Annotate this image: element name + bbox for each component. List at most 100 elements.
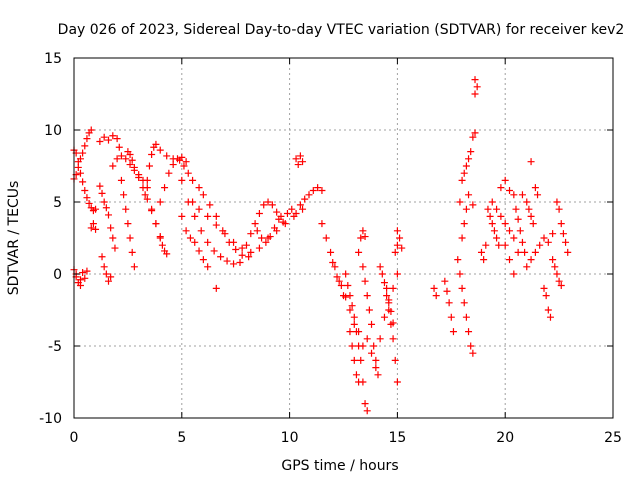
data-point [102,270,110,278]
data-point [462,205,470,213]
data-point [460,299,468,307]
data-point [531,248,539,256]
data-point [96,182,104,190]
data-point [81,142,89,150]
data-point [255,210,263,218]
data-point [458,176,466,184]
data-point [145,162,153,170]
x-tick-label: 25 [604,430,622,446]
data-point [488,220,496,228]
data-point [126,234,134,242]
data-point [493,205,501,213]
data-point [525,205,533,213]
data-point [195,205,203,213]
data-point [74,163,82,171]
data-point [469,349,477,357]
data-point [124,220,132,228]
data-point [383,284,391,292]
data-point [372,364,380,372]
data-point [527,212,535,220]
x-axis-label: GPS time / hours [281,458,398,474]
data-point [445,299,453,307]
data-point [126,161,134,169]
data-point [309,186,317,194]
data-point [380,313,388,321]
data-point [480,256,488,264]
data-point [230,238,238,246]
data-point [363,292,371,300]
data-point [510,270,518,278]
data-point [549,256,557,264]
data-point [238,251,246,259]
data-point [350,356,358,364]
data-point [329,258,337,266]
data-point [501,176,509,184]
data-point [98,253,106,261]
data-point [378,270,386,278]
data-point [357,234,365,242]
data-point [449,328,457,336]
data-point [512,205,520,213]
data-point [204,263,212,271]
data-point [109,234,117,242]
data-point [344,282,352,290]
data-point [495,241,503,249]
data-point [389,284,397,292]
data-point [264,198,272,206]
data-point [76,169,84,177]
data-point [258,234,266,242]
data-point [376,335,384,343]
data-point [169,155,177,163]
data-point [161,184,169,192]
data-point [165,169,173,177]
data-point [398,244,406,252]
data-point [523,263,531,271]
data-point [156,198,164,206]
data-point [467,342,475,350]
x-tick-label: 15 [388,430,406,446]
data-point [232,246,240,254]
data-point [559,230,567,238]
data-point [447,313,455,321]
data-point [477,248,485,256]
data-point [212,212,220,220]
data-point [531,184,539,192]
data-point [458,234,466,242]
data-point [510,234,518,242]
data-point [102,204,110,212]
data-point [268,201,276,209]
data-point [555,205,563,213]
data-point [221,230,229,238]
x-tick-label: 20 [496,430,514,446]
data-point [92,205,100,213]
data-point [163,250,171,258]
data-point [488,198,496,206]
data-point [122,155,130,163]
data-point [152,140,160,148]
data-point [260,201,268,209]
data-point [376,263,384,271]
data-point [564,248,572,256]
data-point [253,227,261,235]
data-point [148,150,156,158]
data-point [212,221,220,229]
data-point [544,306,552,314]
data-point [514,248,522,256]
plot-frame [73,57,614,419]
data-point [482,241,490,249]
data-point [83,267,91,275]
y-tick-label: 0 [53,267,62,283]
data-point [191,212,199,220]
data-point [374,371,382,379]
data-point [76,155,84,163]
data-point [465,328,473,336]
data-point [100,263,108,271]
data-point [275,215,283,223]
data-point [128,156,136,164]
data-point [534,191,542,199]
data-point [262,238,270,246]
x-tick-label: 0 [70,430,79,446]
data-point [143,176,151,184]
data-point [251,220,259,228]
